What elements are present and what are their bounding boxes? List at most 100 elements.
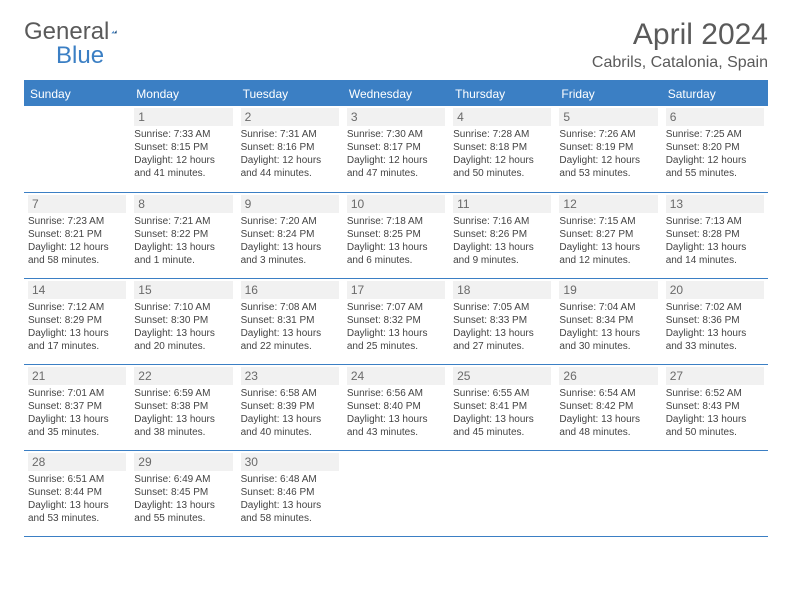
calendar-day-cell <box>555 450 661 536</box>
daylight-text: Daylight: 13 hours and 3 minutes. <box>241 241 339 267</box>
day-number: 26 <box>559 367 657 385</box>
day-header: Wednesday <box>343 82 449 106</box>
sunrise-text: Sunrise: 7:28 AM <box>453 128 551 141</box>
calendar-day-cell: 26Sunrise: 6:54 AMSunset: 8:42 PMDayligh… <box>555 364 661 450</box>
sunrise-text: Sunrise: 6:54 AM <box>559 387 657 400</box>
sunset-text: Sunset: 8:40 PM <box>347 400 445 413</box>
day-info: Sunrise: 7:31 AMSunset: 8:16 PMDaylight:… <box>241 128 339 180</box>
daylight-text: Daylight: 12 hours and 55 minutes. <box>666 154 764 180</box>
day-info: Sunrise: 7:12 AMSunset: 8:29 PMDaylight:… <box>28 301 126 353</box>
day-number: 15 <box>134 281 232 299</box>
day-info: Sunrise: 7:05 AMSunset: 8:33 PMDaylight:… <box>453 301 551 353</box>
month-title: April 2024 <box>592 18 768 52</box>
calendar-day-cell: 14Sunrise: 7:12 AMSunset: 8:29 PMDayligh… <box>24 278 130 364</box>
calendar-body: 1Sunrise: 7:33 AMSunset: 8:15 PMDaylight… <box>24 106 768 536</box>
day-info: Sunrise: 7:18 AMSunset: 8:25 PMDaylight:… <box>347 215 445 267</box>
sunset-text: Sunset: 8:37 PM <box>28 400 126 413</box>
logo-flag-icon <box>111 21 117 43</box>
calendar-day-cell: 19Sunrise: 7:04 AMSunset: 8:34 PMDayligh… <box>555 278 661 364</box>
sunrise-text: Sunrise: 6:55 AM <box>453 387 551 400</box>
sunrise-text: Sunrise: 7:18 AM <box>347 215 445 228</box>
daylight-text: Daylight: 13 hours and 1 minute. <box>134 241 232 267</box>
day-number: 30 <box>241 453 339 471</box>
calendar-day-cell: 5Sunrise: 7:26 AMSunset: 8:19 PMDaylight… <box>555 106 661 192</box>
sunset-text: Sunset: 8:31 PM <box>241 314 339 327</box>
calendar-day-cell: 21Sunrise: 7:01 AMSunset: 8:37 PMDayligh… <box>24 364 130 450</box>
day-info: Sunrise: 6:58 AMSunset: 8:39 PMDaylight:… <box>241 387 339 439</box>
sunset-text: Sunset: 8:16 PM <box>241 141 339 154</box>
daylight-text: Daylight: 13 hours and 35 minutes. <box>28 413 126 439</box>
calendar-week-row: 28 Sunrise: 6:51 AMSunset: 8:44 PMDayligh… <box>24 450 768 536</box>
sunset-text: Sunset: 8:36 PM <box>666 314 764 327</box>
sunrise-text: Sunrise: 7:31 AM <box>241 128 339 141</box>
day-header: Monday <box>130 82 236 106</box>
day-info: Sunrise: 7:08 AMSunset: 8:31 PMDaylight:… <box>241 301 339 353</box>
sunrise-text: Sunrise: 7:13 AM <box>666 215 764 228</box>
sunset-text: Sunset: 8:33 PM <box>453 314 551 327</box>
calendar-day-cell: 15Sunrise: 7:10 AMSunset: 8:30 PMDayligh… <box>130 278 236 364</box>
calendar-day-cell: 27Sunrise: 6:52 AMSunset: 8:43 PMDayligh… <box>662 364 768 450</box>
day-number: 22 <box>134 367 232 385</box>
sunset-text: Sunset: 8:19 PM <box>559 141 657 154</box>
sunset-text: Sunset: 8:45 PM <box>134 486 232 499</box>
sunset-text: Sunset: 8:44 PM <box>28 486 126 499</box>
day-info: Sunrise: 7:26 AMSunset: 8:19 PMDaylight:… <box>559 128 657 180</box>
calendar-day-cell: 30Sunrise: 6:48 AMSunset: 8:46 PMDayligh… <box>237 450 343 536</box>
calendar-week-row: 1Sunrise: 7:33 AMSunset: 8:15 PMDaylight… <box>24 106 768 192</box>
calendar-day-cell: 11Sunrise: 7:16 AMSunset: 8:26 PMDayligh… <box>449 192 555 278</box>
calendar-header-row: SundayMondayTuesdayWednesdayThursdayFrid… <box>24 82 768 106</box>
sunrise-text: Sunrise: 7:05 AM <box>453 301 551 314</box>
day-number: 25 <box>453 367 551 385</box>
sunset-text: Sunset: 8:43 PM <box>666 400 764 413</box>
sunset-text: Sunset: 8:42 PM <box>559 400 657 413</box>
day-number: 24 <box>347 367 445 385</box>
daylight-text: Daylight: 13 hours and 43 minutes. <box>347 413 445 439</box>
day-info: Sunrise: 6:49 AMSunset: 8:45 PMDaylight:… <box>134 473 232 525</box>
sunrise-text: Sunrise: 7:07 AM <box>347 301 445 314</box>
day-number: 28 <box>28 453 126 471</box>
day-info: Sunrise: 7:04 AMSunset: 8:34 PMDaylight:… <box>559 301 657 353</box>
calendar-day-cell: 2Sunrise: 7:31 AMSunset: 8:16 PMDaylight… <box>237 106 343 192</box>
daylight-text: Daylight: 12 hours and 50 minutes. <box>453 154 551 180</box>
day-header: Thursday <box>449 82 555 106</box>
daylight-text: Daylight: 12 hours and 58 minutes. <box>28 241 126 267</box>
daylight-text: Daylight: 13 hours and 25 minutes. <box>347 327 445 353</box>
day-info: Sunrise: 7:30 AMSunset: 8:17 PMDaylight:… <box>347 128 445 180</box>
brand-logo: General Blue <box>24 18 143 46</box>
day-header: Tuesday <box>237 82 343 106</box>
day-number: 12 <box>559 195 657 213</box>
sunrise-text: Sunrise: 7:01 AM <box>28 387 126 400</box>
daylight-text: Daylight: 13 hours and 55 minutes. <box>134 499 232 525</box>
daylight-text: Daylight: 13 hours and 50 minutes. <box>666 413 764 439</box>
day-number: 1 <box>134 108 232 126</box>
calendar-day-cell: 16Sunrise: 7:08 AMSunset: 8:31 PMDayligh… <box>237 278 343 364</box>
calendar-day-cell: 23Sunrise: 6:58 AMSunset: 8:39 PMDayligh… <box>237 364 343 450</box>
sunrise-text: Sunrise: 7:21 AM <box>134 215 232 228</box>
daylight-text: Daylight: 13 hours and 27 minutes. <box>453 327 551 353</box>
daylight-text: Daylight: 13 hours and 38 minutes. <box>134 413 232 439</box>
daylight-text: Daylight: 13 hours and 58 minutes. <box>241 499 339 525</box>
sunset-text: Sunset: 8:28 PM <box>666 228 764 241</box>
day-info: Sunrise: 6:55 AMSunset: 8:41 PMDaylight:… <box>453 387 551 439</box>
day-number: 11 <box>453 195 551 213</box>
sunset-text: Sunset: 8:21 PM <box>28 228 126 241</box>
calendar-day-cell: 8Sunrise: 7:21 AMSunset: 8:22 PMDaylight… <box>130 192 236 278</box>
day-info: Sunrise: 6:51 AMSunset: 8:44 PMDaylight:… <box>28 473 126 525</box>
sunset-text: Sunset: 8:18 PM <box>453 141 551 154</box>
calendar-day-cell: 29 Sunrise: 6:49 AMSunset: 8:45 PMDayligh… <box>130 450 236 536</box>
sunrise-text: Sunrise: 7:12 AM <box>28 301 126 314</box>
calendar-day-cell: 1Sunrise: 7:33 AMSunset: 8:15 PMDaylight… <box>130 106 236 192</box>
sunrise-text: Sunrise: 6:58 AM <box>241 387 339 400</box>
daylight-text: Daylight: 12 hours and 41 minutes. <box>134 154 232 180</box>
calendar-container: SundayMondayTuesdayWednesdayThursdayFrid… <box>24 80 768 537</box>
sunrise-text: Sunrise: 6:56 AM <box>347 387 445 400</box>
sunrise-text: Sunrise: 7:26 AM <box>559 128 657 141</box>
location-subtitle: Cabrils, Catalonia, Spain <box>592 54 768 72</box>
calendar-day-cell: 9Sunrise: 7:20 AMSunset: 8:24 PMDaylight… <box>237 192 343 278</box>
page-header: General Blue April 2024 Cabrils, Catalon… <box>24 18 768 72</box>
calendar-table: SundayMondayTuesdayWednesdayThursdayFrid… <box>24 82 768 537</box>
calendar-day-cell: 22Sunrise: 6:59 AMSunset: 8:38 PMDayligh… <box>130 364 236 450</box>
day-number: 29 <box>134 453 232 471</box>
daylight-text: Daylight: 12 hours and 44 minutes. <box>241 154 339 180</box>
sunset-text: Sunset: 8:38 PM <box>134 400 232 413</box>
